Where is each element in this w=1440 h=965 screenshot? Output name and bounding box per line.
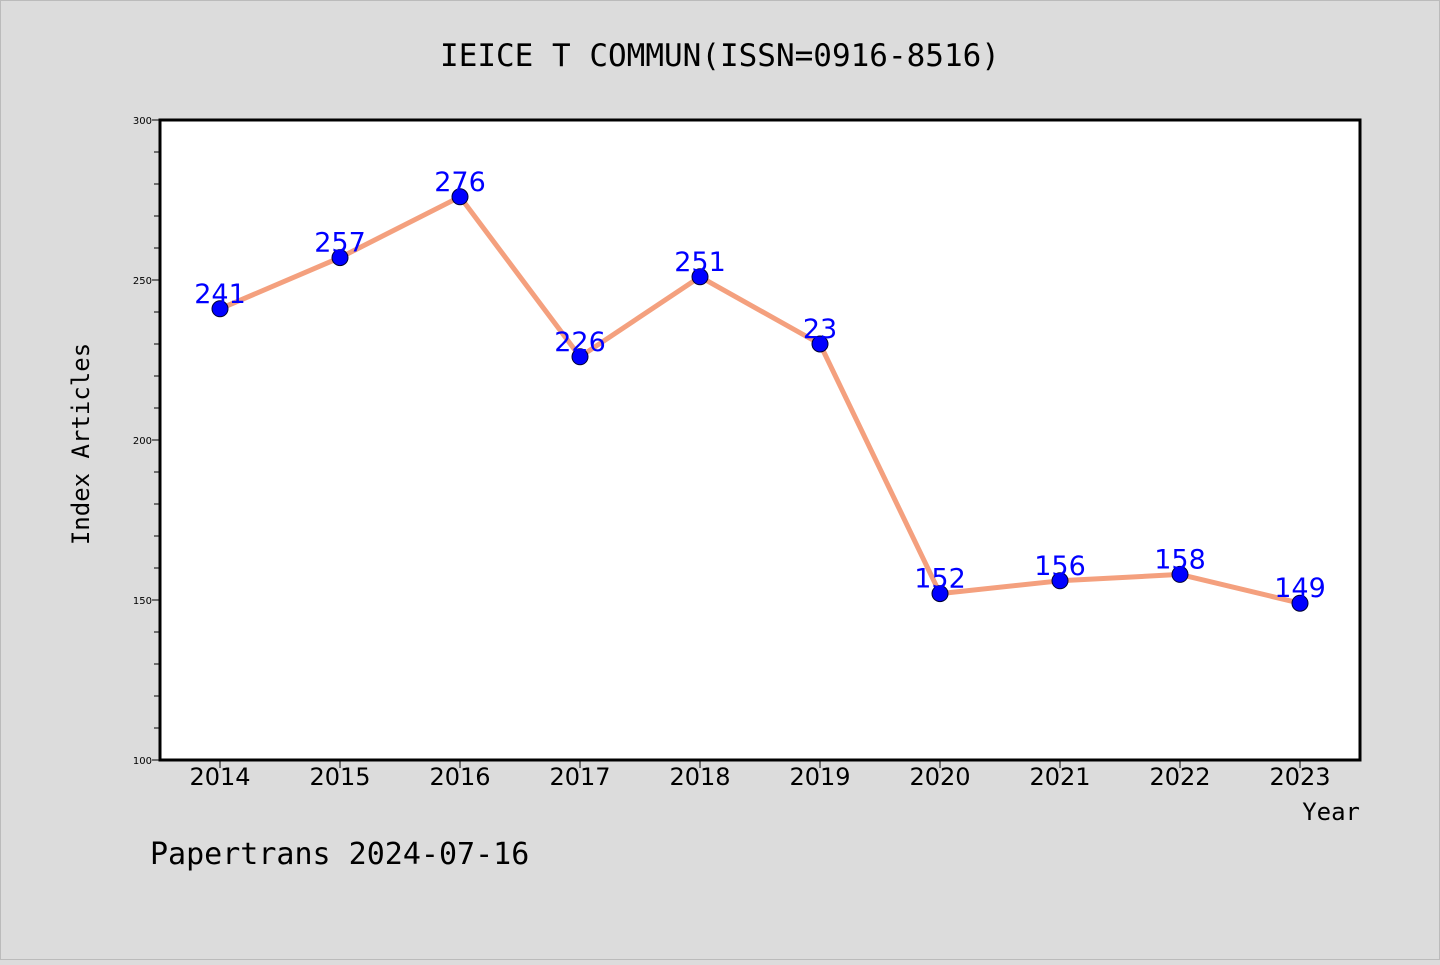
data-point [1291,594,1309,612]
data-point [451,188,469,206]
data-labels: 241 257 276 226 251 23 152 156 158 149 [194,167,1326,604]
x-axis-ticks: 2014 2015 2016 2017 2018 2019 2020 2021 2022 2023 [189,760,1331,791]
data-label: 251 [674,247,726,278]
data-point [691,268,709,286]
series-line [219,194,1301,606]
plot-area [160,120,1360,760]
series-group [211,188,1309,612]
y-tick-label: 300 [133,116,152,127]
x-tick-label: 2022 [1149,763,1210,791]
data-point [811,335,829,353]
footer-text: Papertrans 2024-07-16 [150,837,529,872]
x-tick-label: 2023 [1269,763,1330,791]
data-label: 23 [803,314,837,345]
data-point [571,348,589,366]
data-point [211,300,229,318]
x-tick-label: 2020 [909,763,970,791]
x-tick-label: 2017 [549,763,610,791]
chart-title: IEICE T COMMUN(ISSN=0916-8516) [440,38,1000,74]
data-point [931,585,949,603]
plot-frame [158,118,1362,762]
data-label: 149 [1274,573,1326,604]
y-tick-label: 100 [133,756,152,767]
x-tick-label: 2015 [309,763,370,791]
data-label: 152 [914,564,966,595]
x-tick-label: 2014 [189,763,250,791]
data-label: 276 [434,167,486,198]
y-tick-label: 250 [133,276,152,287]
x-tick-label: 2021 [1029,763,1090,791]
data-point [1171,565,1189,583]
data-label: 156 [1034,551,1086,582]
data-label: 257 [314,228,366,259]
data-label: 241 [194,279,246,310]
x-axis-label: Year [1302,798,1360,826]
x-tick-label: 2018 [669,763,730,791]
y-tick-label: 200 [133,436,152,447]
y-tick-label: 150 [133,596,152,607]
data-point [1051,572,1069,590]
data-point [331,249,349,267]
y-axis-label: Index Articles [67,343,95,545]
x-tick-label: 2019 [789,763,850,791]
x-tick-label: 2016 [429,763,490,791]
data-label: 158 [1154,544,1206,575]
data-label: 226 [554,327,606,358]
